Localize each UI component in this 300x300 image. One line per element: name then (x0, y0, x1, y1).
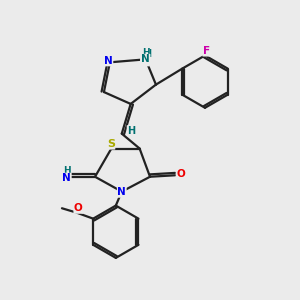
Text: N: N (117, 187, 126, 197)
Text: H: H (63, 166, 70, 175)
Text: H: H (143, 49, 151, 59)
Text: F: F (203, 46, 210, 56)
Text: H: H (142, 48, 149, 57)
Text: N: N (141, 54, 150, 64)
Text: N: N (141, 56, 149, 66)
Text: O: O (74, 203, 83, 213)
Text: H: H (127, 126, 135, 136)
Text: O: O (176, 169, 185, 179)
Text: S: S (107, 139, 115, 149)
Text: N: N (104, 56, 113, 66)
Text: N: N (62, 173, 71, 183)
